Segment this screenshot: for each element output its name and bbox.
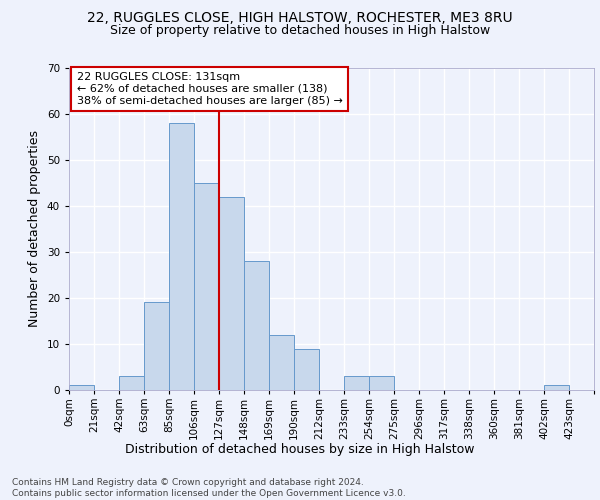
Y-axis label: Number of detached properties: Number of detached properties [28,130,41,327]
Bar [294,348,319,390]
Text: Distribution of detached houses by size in High Halstow: Distribution of detached houses by size … [125,442,475,456]
Bar [169,123,194,390]
Bar [194,182,219,390]
Bar [119,376,144,390]
Bar [369,376,394,390]
Bar [344,376,369,390]
Text: Contains HM Land Registry data © Crown copyright and database right 2024.
Contai: Contains HM Land Registry data © Crown c… [12,478,406,498]
Bar [69,386,94,390]
Text: Size of property relative to detached houses in High Halstow: Size of property relative to detached ho… [110,24,490,37]
Bar [144,302,169,390]
Bar [269,334,294,390]
Bar [219,196,244,390]
Text: 22, RUGGLES CLOSE, HIGH HALSTOW, ROCHESTER, ME3 8RU: 22, RUGGLES CLOSE, HIGH HALSTOW, ROCHEST… [87,11,513,25]
Text: 22 RUGGLES CLOSE: 131sqm
← 62% of detached houses are smaller (138)
38% of semi-: 22 RUGGLES CLOSE: 131sqm ← 62% of detach… [77,72,343,106]
Bar [544,386,569,390]
Bar [244,261,269,390]
